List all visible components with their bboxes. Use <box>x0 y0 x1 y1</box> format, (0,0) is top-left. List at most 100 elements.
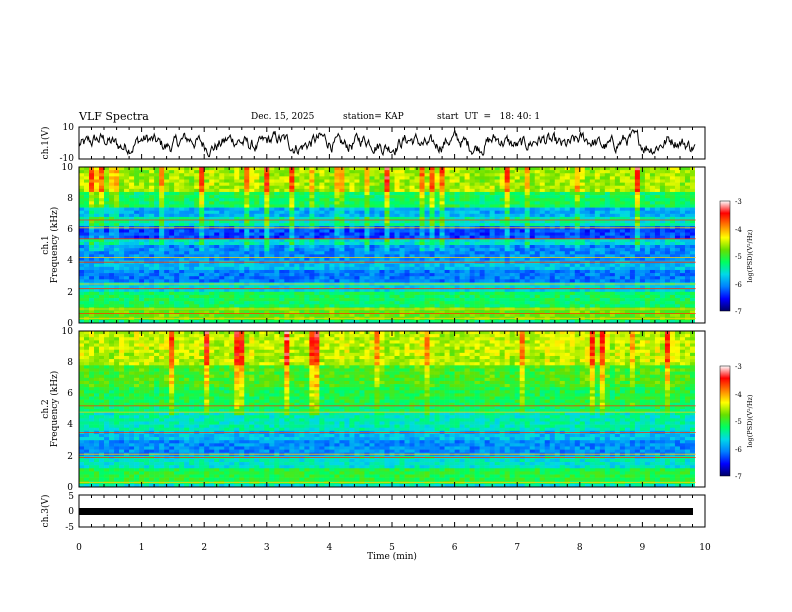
spectrogram-1-cell <box>559 232 566 236</box>
spectrogram-1-cell <box>519 294 526 299</box>
spectrogram-1-cell <box>434 276 440 280</box>
spectrogram-1-cell <box>514 304 521 308</box>
spectrogram-1-cell <box>439 213 445 218</box>
spectrogram-1-cell <box>274 245 280 249</box>
spectrogram-1-cell <box>259 279 265 283</box>
spectrogram-1-cell <box>459 191 465 196</box>
spectrogram-1-cell <box>279 201 285 205</box>
spectrogram-1-cell <box>454 216 460 221</box>
spectrogram-1-cell <box>109 241 115 246</box>
spectrogram-1-cell <box>339 191 345 196</box>
spectrogram-1-cell <box>179 254 185 258</box>
spectrogram-1-cell <box>369 173 375 177</box>
spectrogram-1-cell <box>374 301 380 305</box>
spectrogram-1-cell <box>329 241 335 246</box>
spectrogram-1-cell <box>169 257 175 261</box>
spectrogram-1-cell <box>469 313 475 318</box>
spectrogram-1-cell <box>319 170 325 174</box>
spectrogram-1-cell <box>99 179 105 183</box>
spectrogram-1-cell <box>289 185 295 190</box>
spectrogram-1-cell <box>489 263 495 268</box>
spectrogram-1-cell <box>324 213 330 218</box>
spectrogram-1-cell <box>154 245 160 249</box>
spectrogram-1-cell <box>354 269 360 274</box>
spectrogram-1-cell <box>204 182 210 187</box>
spectrogram-1-cell <box>234 273 240 277</box>
spectrogram-1-cell <box>394 204 400 208</box>
spectrogram-1-cell <box>289 304 295 308</box>
spectrogram-1-cell <box>379 191 385 196</box>
spectrogram-1-cell <box>119 198 125 202</box>
spectrogram-1-cell <box>239 188 245 193</box>
spectrogram-1-cell <box>364 313 370 318</box>
spectrogram-1-cell <box>84 254 90 258</box>
spectrogram-1-cell <box>139 176 145 180</box>
spectrogram-1-cell <box>439 235 445 240</box>
spectrogram-1-cell <box>559 301 566 305</box>
spectrogram-1-cell <box>524 257 531 261</box>
spectrogram-1-cell <box>254 298 260 302</box>
spectrogram-1-cell <box>494 201 500 205</box>
spectrogram-1-cell <box>414 257 420 261</box>
spectrogram-1-cell <box>174 216 180 221</box>
spectrogram-1-cell <box>184 167 190 171</box>
spectrogram-1-cell <box>504 213 510 218</box>
spectrogram-1-cell <box>409 288 415 293</box>
spectrogram-1-cell <box>94 179 100 183</box>
spectrogram-1-cell <box>564 248 571 252</box>
spectrogram-1-cell <box>204 313 210 318</box>
spectrogram-1-cell <box>419 191 425 196</box>
spectrogram-1-cell <box>364 288 370 293</box>
spectrogram-1-cell <box>174 173 180 177</box>
spectrogram-1-cell <box>489 285 495 289</box>
spectrogram-1-cell <box>324 298 330 302</box>
spectrogram-1-cell <box>534 319 541 324</box>
spectrogram-1-cell <box>439 216 445 221</box>
spectrogram-1-cell <box>559 201 566 205</box>
spectrogram-1-cell <box>294 276 300 280</box>
spectrogram-1-cell <box>184 232 190 236</box>
spectrogram-1-cell <box>139 229 145 233</box>
spectrogram-1-cell <box>149 273 155 277</box>
spectrogram-1-cell <box>304 179 310 183</box>
spectrogram-1-cell <box>139 291 145 296</box>
spectrogram-1-cell <box>384 304 390 308</box>
spectrogram-1-cell <box>184 241 190 246</box>
spectrogram-1-cell <box>324 210 330 215</box>
spectrogram-1-cell <box>354 188 360 193</box>
spectrogram-1-cell <box>214 220 220 224</box>
spectrogram-1-cell <box>524 195 531 199</box>
spectrogram-1-cell <box>464 213 470 218</box>
spectrogram-1-cell <box>349 245 355 249</box>
spectrogram-1-cell <box>399 204 405 208</box>
spectrogram-1-cell <box>389 291 395 296</box>
spectrogram-1-cell <box>424 195 430 199</box>
spectrogram-1-cell <box>109 232 115 236</box>
spectrogram-1-cell <box>109 185 115 190</box>
spectrogram-1-cell <box>154 185 160 190</box>
spectrogram-1-cell <box>484 298 490 302</box>
spectrogram-1-cell <box>94 285 100 289</box>
spectrogram-1-cell <box>434 210 440 215</box>
spectrogram-1-cell <box>344 310 350 314</box>
spectrogram-1-cell <box>479 188 485 193</box>
spectrogram-1-cell <box>519 279 526 283</box>
spectrogram-1-cell <box>529 288 536 293</box>
spectrogram-1-cell <box>259 245 265 249</box>
spectrogram-1-cell <box>119 304 125 308</box>
spectrogram-1-cell <box>104 266 110 271</box>
spectrogram-1-cell <box>299 304 305 308</box>
spectrogram-1-cell <box>244 266 250 271</box>
spectrogram-1-cell <box>374 257 380 261</box>
spectrogram-1-cell <box>359 238 365 243</box>
spectrogram-1-cell <box>404 198 410 202</box>
spectrogram-1-cell <box>509 304 515 308</box>
spectrogram-1-cell <box>454 266 460 271</box>
spectrogram-1-cell <box>384 167 390 171</box>
spectrogram-1-cell <box>469 248 475 252</box>
spectrogram-1-cell <box>389 223 395 227</box>
spectrogram-1-cell <box>504 179 510 183</box>
spectrogram-1-cell <box>294 210 300 215</box>
spectrogram-1-cell <box>344 201 350 205</box>
spectrogram-1-cell <box>119 207 125 211</box>
